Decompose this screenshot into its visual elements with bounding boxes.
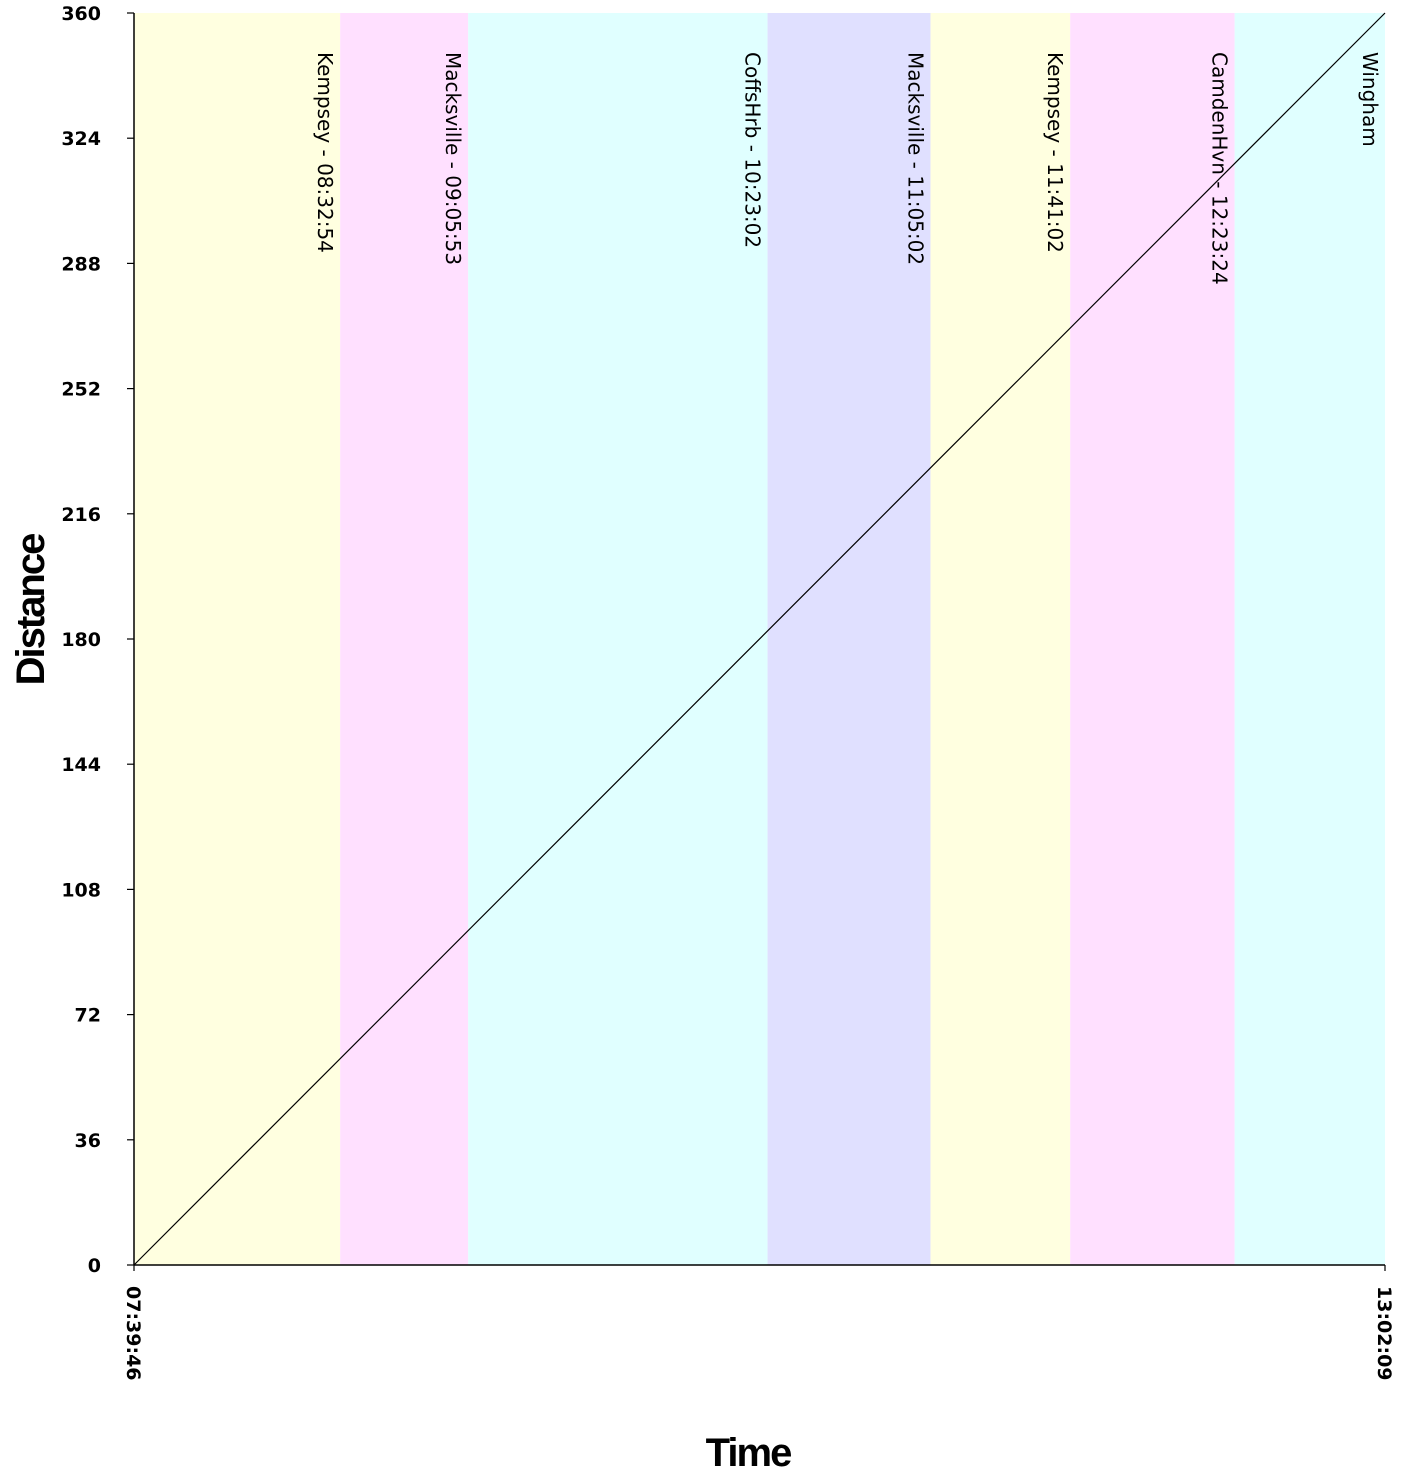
- series-layer: [133, 12, 1386, 1266]
- y-axis-title: Distance: [9, 534, 53, 685]
- y-tick-label: 360: [61, 3, 101, 25]
- band-label: Kempsey - 08:32:54: [313, 52, 337, 253]
- series-line: [133, 12, 1386, 1266]
- time-band: [340, 13, 469, 1265]
- x-axis-title: Time: [706, 1431, 791, 1475]
- y-tick-label: 0: [88, 1255, 101, 1277]
- x-tick-label: 13:02:09: [1373, 1286, 1395, 1381]
- x-ticks: 07:39:46 13:02:09: [122, 1265, 1395, 1381]
- x-tick-label: 07:39:46: [122, 1286, 144, 1381]
- y-tick-label: 288: [61, 253, 101, 275]
- band-label: CamdenHvn - 12:23:24: [1208, 52, 1232, 285]
- band-label: Kempsey - 11:41:02: [1043, 52, 1067, 253]
- y-ticks: 0 36 72 108 144 180 216 252 288 324 360: [61, 3, 134, 1277]
- band-label: Macksville - 09:05:53: [441, 52, 465, 265]
- y-tick-label: 216: [61, 504, 101, 526]
- y-tick-label: 36: [75, 1130, 101, 1152]
- time-band: [930, 13, 1071, 1265]
- band-label: Macksville - 11:05:02: [904, 52, 928, 265]
- y-tick-label: 72: [75, 1005, 101, 1027]
- y-tick-label: 144: [61, 754, 101, 776]
- y-tick-label: 252: [61, 379, 101, 401]
- band-label: CoffsHrb - 10:23:02: [741, 52, 765, 248]
- y-tick-label: 324: [61, 128, 101, 150]
- y-tick-label: 180: [61, 629, 101, 651]
- band-labels: Kempsey - 08:32:54 Macksville - 09:05:53 C…: [313, 52, 1382, 285]
- time-band: [1070, 13, 1235, 1265]
- time-band: [767, 13, 931, 1265]
- time-band: [134, 13, 341, 1265]
- time-bands: [134, 13, 1385, 1265]
- y-tick-label: 108: [61, 879, 101, 901]
- time-band: [468, 13, 768, 1265]
- band-label: Wingham: [1358, 52, 1382, 147]
- time-band: [1234, 13, 1385, 1265]
